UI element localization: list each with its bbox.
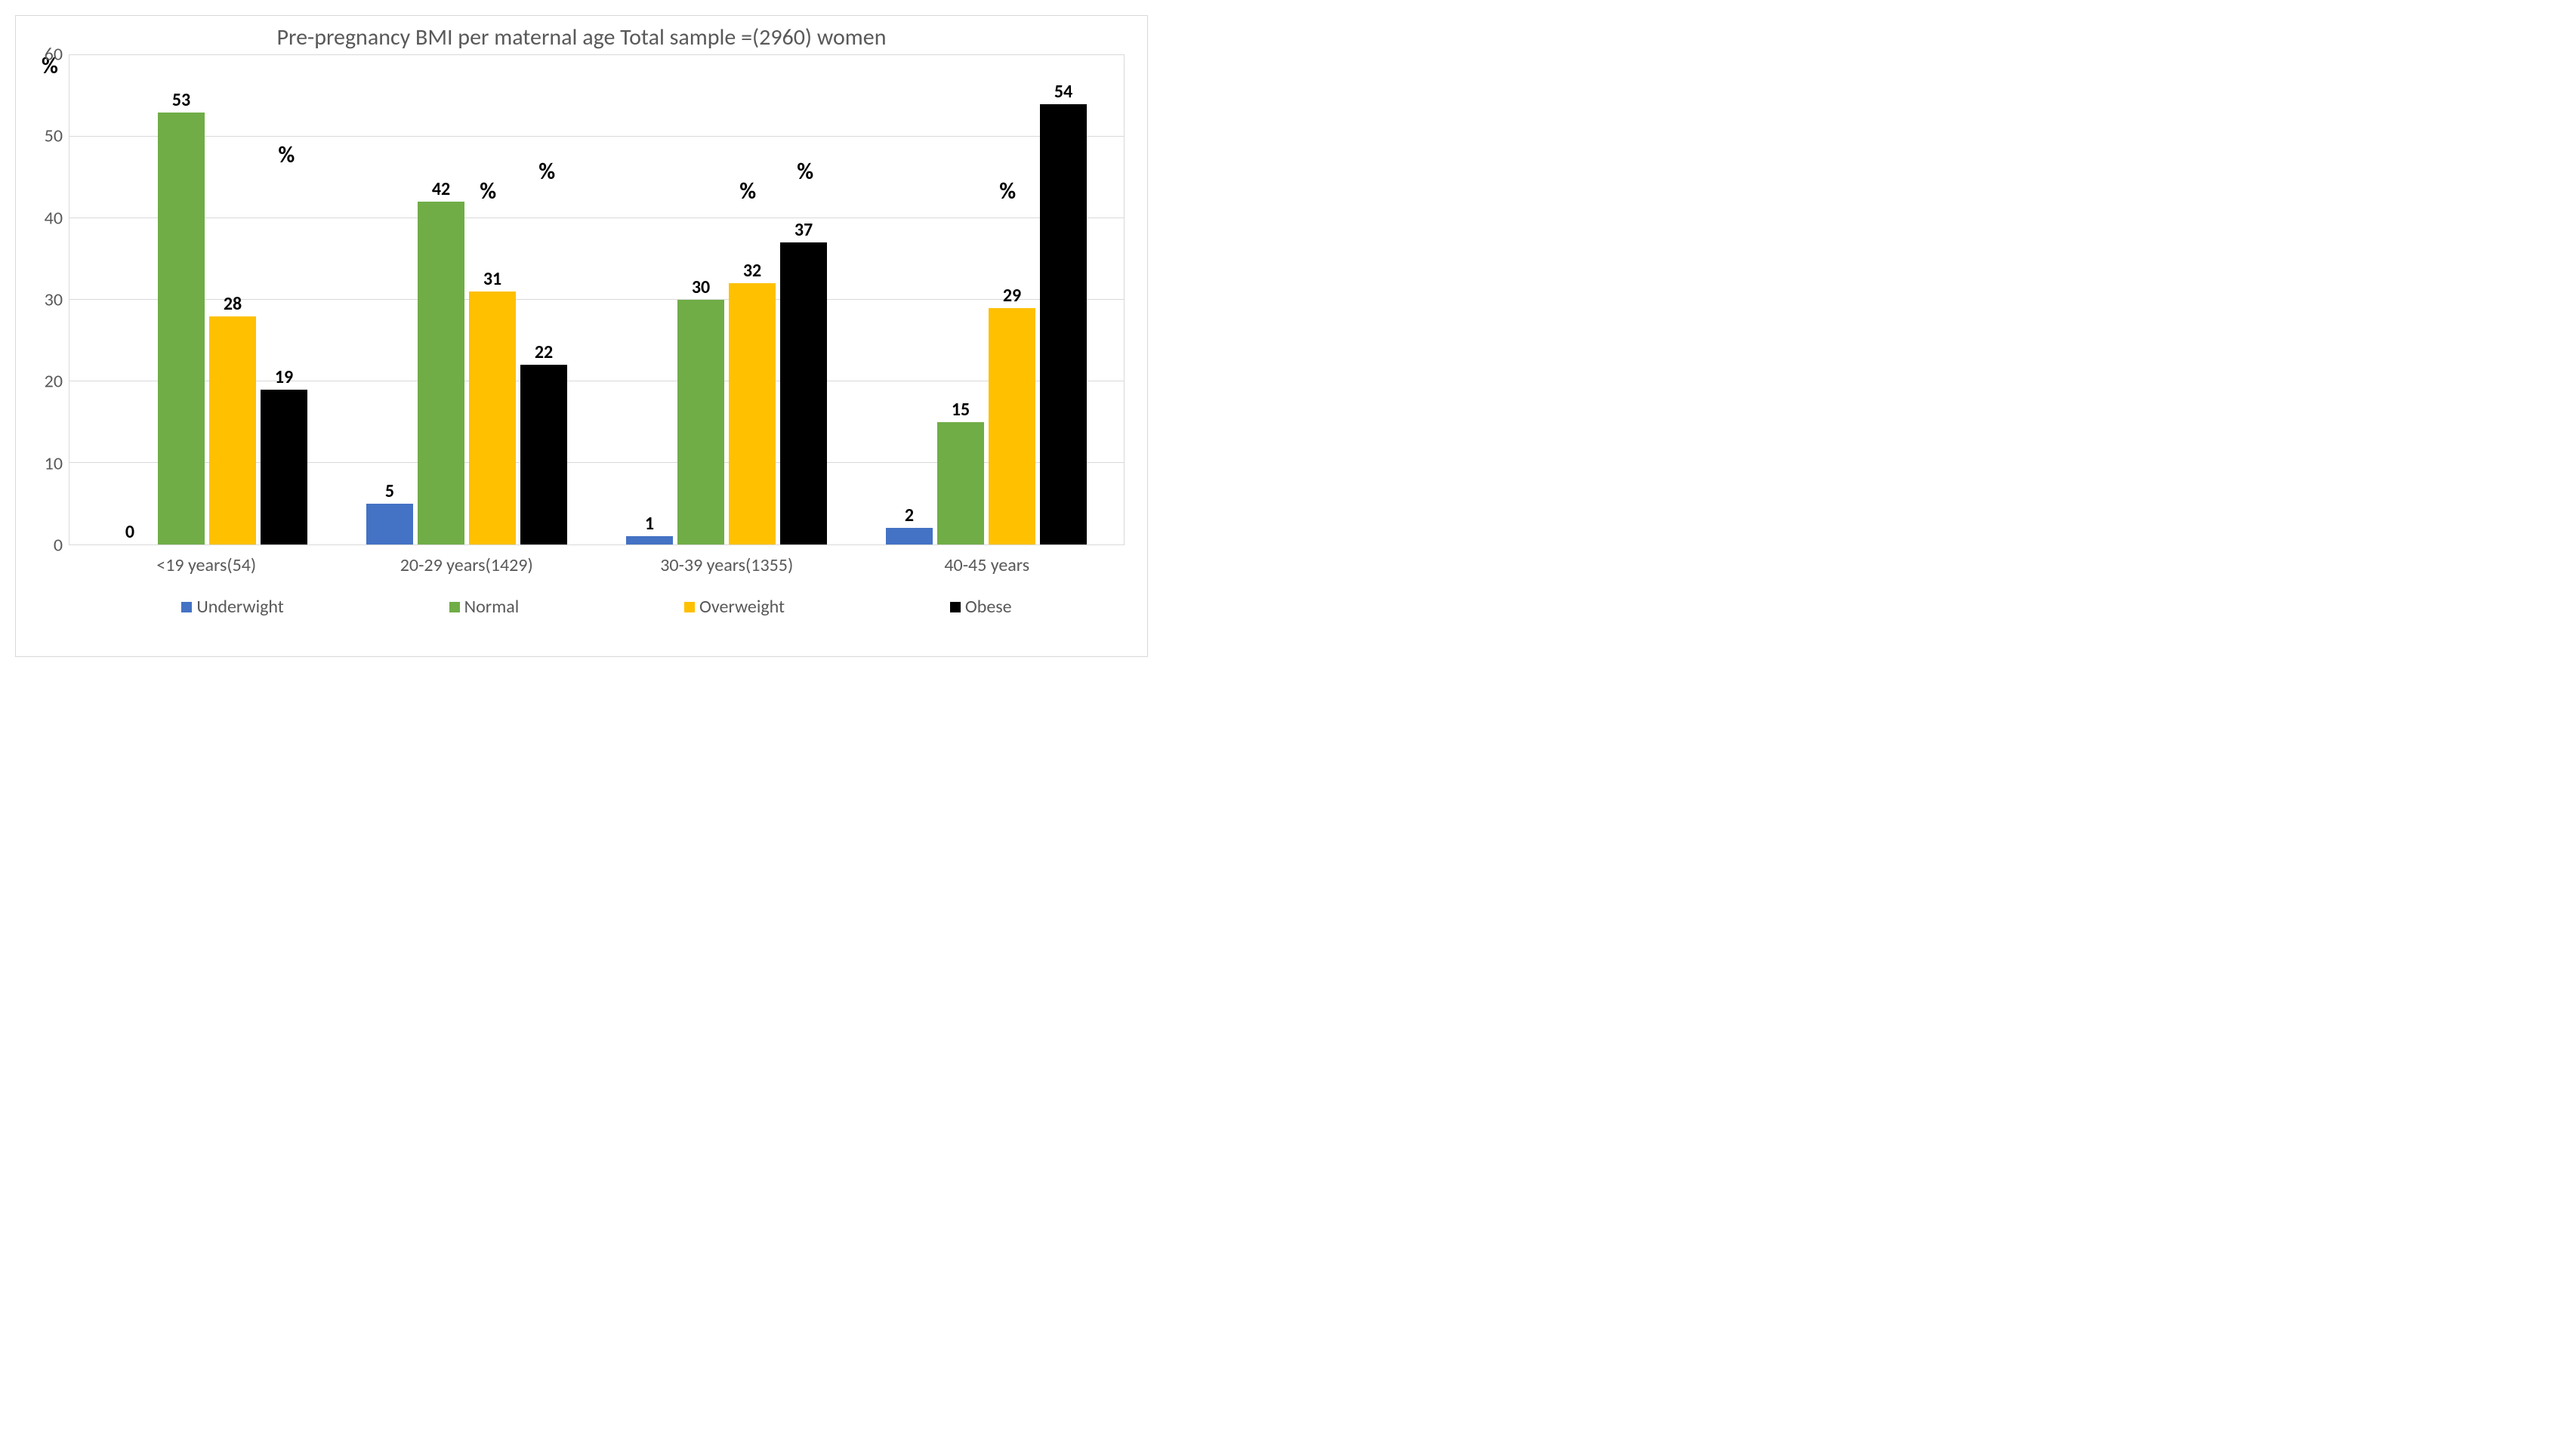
x-axis-label: 20-29 years(1429)	[337, 545, 597, 590]
y-tick-label: 20	[25, 371, 63, 393]
legend-label: Overweight	[699, 596, 785, 618]
bar-wrap: 29	[989, 55, 1035, 544]
bar-wrap: 2	[886, 55, 933, 544]
bar-wrap: 1	[626, 55, 673, 544]
bar-group: 1 30 32 37%	[597, 55, 856, 544]
percent-overlay: %	[538, 158, 555, 186]
y-tick-label: 60	[25, 44, 63, 66]
bar-wrap: 31	[469, 55, 516, 544]
bar	[366, 504, 413, 544]
bar-groups: 0 53 28 19% 5 42 31 22% 1 30 32 37% 2 15 29 54%	[69, 55, 1124, 544]
bar	[626, 536, 673, 544]
bar-value-label: 42	[432, 178, 450, 200]
bar-wrap: 22	[520, 55, 567, 544]
bar-value-label: 22	[535, 341, 553, 363]
bar-value-label: 15	[952, 399, 970, 421]
bar	[209, 316, 256, 544]
bar-wrap: 0	[106, 55, 153, 544]
bar-wrap: 30	[677, 55, 724, 544]
bar-value-label: 0	[125, 521, 134, 543]
bar-group: 0 53 28 19%	[77, 55, 337, 544]
bar-value-label: 53	[172, 89, 190, 111]
percent-overlay: %	[739, 177, 756, 205]
x-axis-label: 40-45 years	[857, 545, 1118, 590]
plot-area: 0 53 28 19% 5 42 31 22% 1 30 32 37% 2 15 29 54% %%%%	[69, 54, 1125, 545]
bar-value-label: 30	[692, 276, 710, 298]
percent-overlay: %	[999, 177, 1016, 205]
x-axis: <19 years(54)20-29 years(1429)30-39 year…	[69, 545, 1125, 590]
bar-value-label: 5	[385, 480, 394, 502]
bar-wrap: 54	[1040, 55, 1087, 544]
bar-group: 2 15 29 54%	[856, 55, 1116, 544]
bar-value-label: 54	[1054, 81, 1072, 103]
x-axis-label: 30-39 years(1355)	[597, 545, 857, 590]
bar	[886, 528, 933, 544]
legend-swatch	[684, 602, 695, 612]
bar-value-label: 19	[275, 366, 293, 388]
bar-wrap: 42	[418, 55, 464, 544]
bar	[729, 283, 776, 544]
y-axis: 0102030405060	[23, 54, 69, 545]
bar-value-label: 37	[794, 219, 813, 241]
legend-item: Obese	[950, 596, 1012, 618]
bar-value-label: 32	[743, 260, 761, 282]
bar	[261, 390, 307, 544]
bar-value-label: 2	[905, 504, 914, 526]
chart-title: Pre-pregnancy BMI per maternal age Total…	[23, 23, 1140, 51]
legend-label: Obese	[965, 596, 1012, 618]
y-tick-label: 50	[25, 125, 63, 147]
bar-value-label: 31	[483, 268, 501, 290]
bar-value-label: 29	[1003, 285, 1021, 307]
legend-swatch	[950, 602, 961, 612]
bar	[469, 292, 516, 544]
legend-label: Normal	[464, 596, 520, 618]
percent-overlay: %	[1039, 158, 1056, 186]
bar-wrap: 15	[937, 55, 984, 544]
x-axis-label: <19 years(54)	[76, 545, 337, 590]
legend: Underwight Normal Overweight Obese	[69, 590, 1125, 624]
legend-swatch	[449, 602, 460, 612]
percent-overlay: %	[480, 177, 496, 205]
bar-wrap: 37	[780, 55, 827, 544]
plot-row: 0102030405060 0532819%5423122%1303237%21…	[23, 54, 1140, 545]
bar	[677, 300, 724, 544]
chart-container: Pre-pregnancy BMI per maternal age Total…	[15, 15, 1148, 657]
legend-item: Normal	[449, 596, 520, 618]
bar	[418, 202, 464, 544]
y-tick-label: 0	[25, 535, 63, 557]
y-tick-label: 40	[25, 207, 63, 229]
percent-overlay: %	[278, 141, 295, 169]
bar-wrap: 28	[209, 55, 256, 544]
bar-wrap: 32	[729, 55, 776, 544]
legend-label: Underwight	[196, 596, 283, 618]
bar	[989, 308, 1035, 544]
bar-value-label: 1	[645, 513, 654, 535]
bar-group: 5 42 31 22%	[337, 55, 597, 544]
bar-wrap: 19	[261, 55, 307, 544]
bar-wrap: 5	[366, 55, 413, 544]
bar-wrap: 53	[158, 55, 205, 544]
y-tick-label: 10	[25, 452, 63, 474]
bar	[158, 113, 205, 544]
bar	[780, 242, 827, 544]
bar	[937, 422, 984, 544]
bar	[520, 365, 567, 544]
y-tick-label: 30	[25, 289, 63, 311]
percent-overlay: %	[797, 158, 813, 186]
legend-item: Underwight	[181, 596, 283, 618]
legend-item: Overweight	[684, 596, 785, 618]
bar-value-label: 28	[224, 293, 242, 315]
legend-swatch	[181, 602, 192, 612]
